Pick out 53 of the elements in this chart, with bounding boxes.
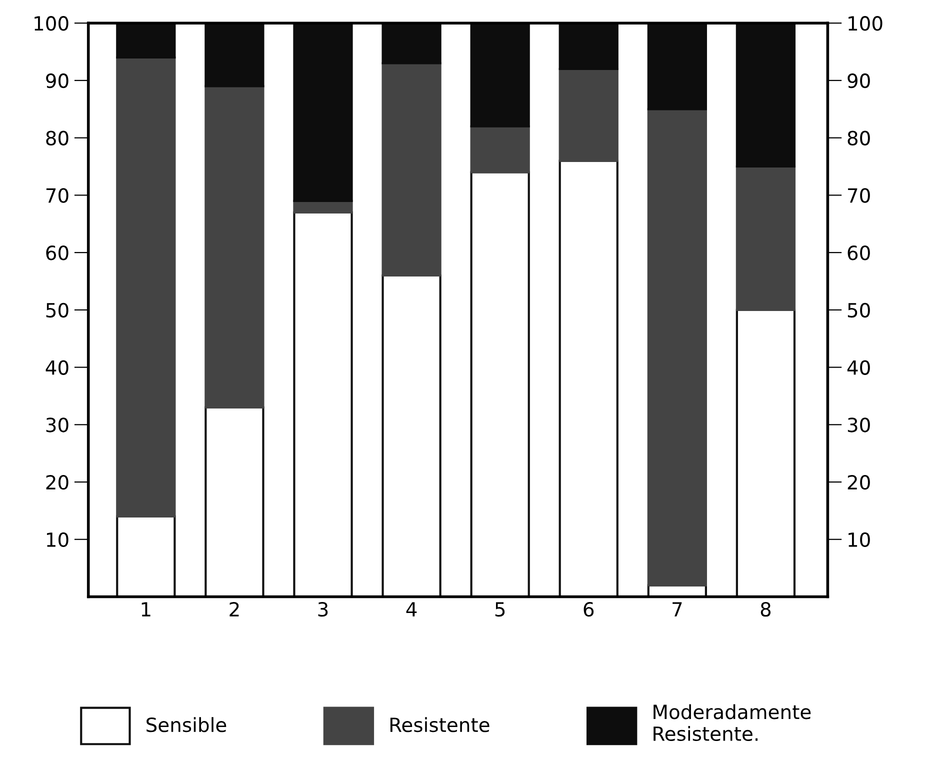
legend-label: Moderadamente Resistente. xyxy=(654,704,811,742)
bar xyxy=(470,125,530,174)
y2-tick-label: 60 xyxy=(848,246,870,260)
x-tick-label: 1 xyxy=(142,602,150,616)
y2-tick-label: 30 xyxy=(848,418,870,432)
y-tick-label: 30 xyxy=(46,418,68,432)
y-tick-label: 20 xyxy=(46,474,68,490)
bar xyxy=(293,211,353,597)
x-tick-label: 2 xyxy=(230,602,239,616)
bar xyxy=(204,85,264,408)
bar xyxy=(470,171,530,597)
bar xyxy=(558,23,618,70)
bar xyxy=(382,62,442,277)
bar xyxy=(736,308,796,597)
bar xyxy=(736,165,796,311)
bar xyxy=(647,23,707,110)
y-tick-label: 90 xyxy=(46,73,68,88)
y-tick-label: 50 xyxy=(46,302,68,318)
y2-tick-label: 100 xyxy=(848,16,882,31)
bar xyxy=(647,108,707,586)
bar xyxy=(116,23,176,59)
bar xyxy=(736,23,796,168)
legend-label: Sensible xyxy=(146,717,226,732)
y2-tick-label: 20 xyxy=(848,474,870,490)
y2-tick-label: 50 xyxy=(848,302,870,318)
bar xyxy=(558,68,618,162)
y-tick-label: 10 xyxy=(46,532,68,548)
bar xyxy=(116,56,176,518)
y2-tick-label: 80 xyxy=(848,130,870,146)
y2-tick-label: 10 xyxy=(848,532,870,548)
x-tick-label: 3 xyxy=(318,602,328,617)
y-tick-label: 70 xyxy=(46,188,68,203)
bar xyxy=(116,515,176,597)
x-tick-label: 4 xyxy=(406,602,417,616)
bar xyxy=(382,23,442,64)
y2-tick-label: 70 xyxy=(848,188,870,203)
y2-tick-label: 40 xyxy=(847,360,870,375)
bar xyxy=(382,274,442,597)
y-tick-label: 80 xyxy=(46,130,68,146)
bar xyxy=(204,23,264,88)
x-tick-label: 6 xyxy=(584,602,594,617)
bar xyxy=(204,406,264,597)
y-tick-label: 100 xyxy=(34,16,68,31)
x-tick-label: 5 xyxy=(495,602,505,617)
y2-tick-label: 90 xyxy=(848,73,870,88)
y-tick-label: 40 xyxy=(46,360,68,375)
legend-label: Resistente xyxy=(390,717,490,732)
x-tick-label: 8 xyxy=(760,602,771,617)
bar xyxy=(470,23,530,128)
y-tick-label: 60 xyxy=(46,246,68,260)
bar xyxy=(558,160,618,597)
x-tick-label: 7 xyxy=(672,602,682,616)
bar xyxy=(293,23,353,202)
